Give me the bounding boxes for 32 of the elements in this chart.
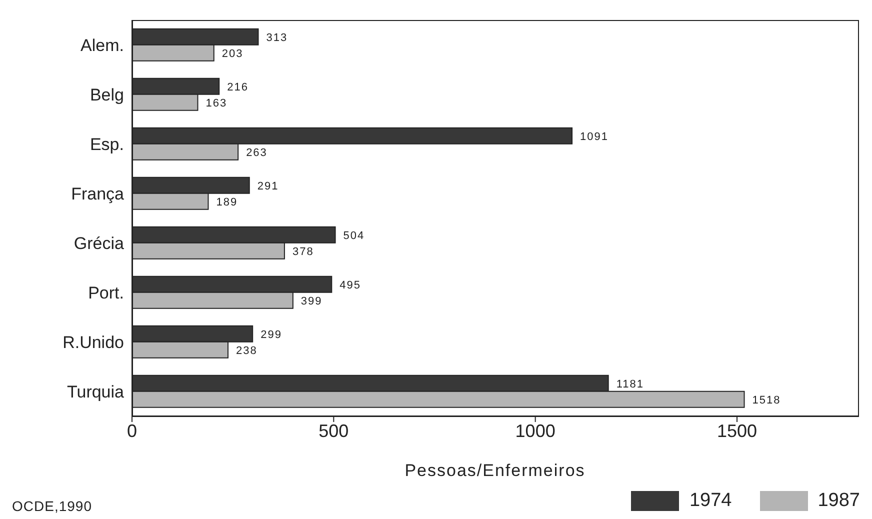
x-tick-label: 1000 (515, 420, 556, 441)
data-label: 238 (236, 344, 258, 357)
data-label: 189 (216, 196, 238, 208)
data-label: 313 (266, 32, 288, 44)
y-tick-label: Belg (90, 85, 124, 104)
data-label: 399 (300, 295, 322, 308)
data-label: 378 (292, 246, 314, 258)
data-label: 203 (222, 48, 244, 60)
legend-label: 1987 (818, 490, 860, 512)
data-label: 495 (340, 279, 362, 292)
y-tick-label: Alem. (80, 36, 124, 55)
x-tick-label: 1500 (716, 420, 758, 441)
data-label: 291 (257, 180, 279, 192)
x-axis-title: Pessoas/Enfermeiros (404, 461, 586, 480)
data-label: 216 (227, 81, 248, 94)
data-label: 1181 (616, 378, 644, 390)
data-label: 263 (246, 146, 268, 159)
x-tick-label: 0 (126, 420, 138, 441)
y-tick-label: Port. (88, 283, 124, 302)
y-tick-label: Turquia (66, 382, 125, 402)
data-label: 163 (206, 97, 228, 110)
legend-label: 1974 (689, 490, 732, 512)
data-label: 299 (260, 328, 282, 341)
data-label: 504 (343, 230, 365, 242)
data-label: 1091 (580, 130, 609, 143)
data-label: 1518 (752, 394, 781, 406)
y-tick-label: França (71, 184, 125, 204)
y-tick-label: R.Unido (62, 332, 124, 352)
y-tick-label: Esp. (90, 134, 124, 154)
x-tick-label: 500 (318, 420, 349, 441)
text: OCDE,1990 (12, 498, 92, 514)
y-tick-label: Grécia (74, 234, 125, 253)
